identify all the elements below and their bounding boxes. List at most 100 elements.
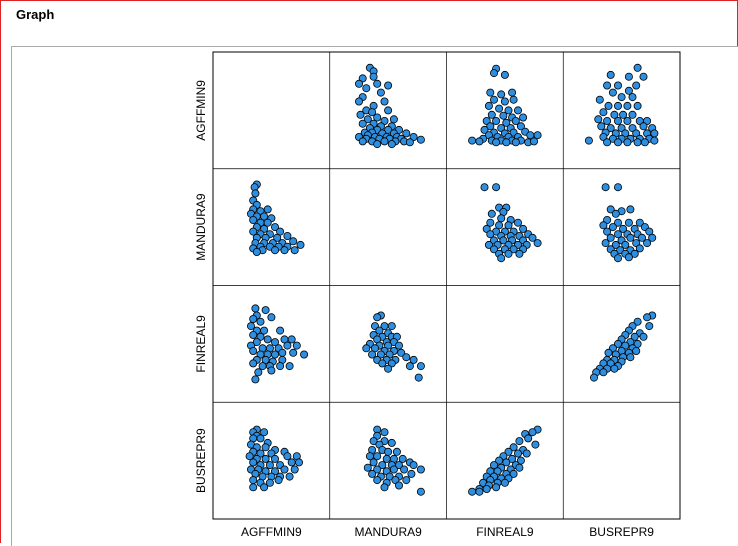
data-point bbox=[610, 364, 619, 373]
data-point bbox=[265, 461, 274, 470]
data-point bbox=[533, 239, 542, 248]
data-point bbox=[270, 223, 279, 232]
data-point bbox=[522, 449, 531, 458]
data-point bbox=[638, 233, 647, 242]
data-point bbox=[614, 230, 623, 239]
data-point bbox=[373, 465, 382, 474]
data-point bbox=[373, 476, 382, 485]
data-point bbox=[489, 461, 498, 470]
data-point bbox=[362, 344, 371, 353]
data-point bbox=[287, 458, 296, 467]
data-point bbox=[384, 81, 393, 90]
data-point bbox=[398, 454, 407, 463]
y-label-busrepr9: BUSREPR9 bbox=[194, 428, 208, 493]
data-point bbox=[394, 481, 403, 490]
data-point bbox=[633, 138, 642, 147]
data-point bbox=[285, 472, 294, 481]
data-point bbox=[504, 249, 513, 258]
data-point bbox=[604, 101, 613, 110]
data-point bbox=[594, 115, 603, 124]
data-point bbox=[384, 341, 393, 350]
x-label-agffmin9: AGFFMIN9 bbox=[241, 525, 302, 539]
cell-finreal9-vs-agffmin9 bbox=[246, 304, 309, 384]
data-point bbox=[270, 338, 279, 347]
data-point bbox=[354, 79, 363, 88]
data-point bbox=[528, 233, 537, 242]
data-point bbox=[378, 359, 387, 368]
data-point bbox=[624, 253, 633, 262]
window-title: Graph bbox=[16, 7, 55, 22]
data-point bbox=[368, 108, 377, 117]
data-point bbox=[489, 69, 498, 78]
data-point bbox=[624, 218, 633, 227]
cell-busrepr9-vs-mandura9 bbox=[363, 425, 425, 496]
data-point bbox=[502, 118, 511, 127]
data-point bbox=[603, 138, 612, 147]
data-point bbox=[499, 236, 508, 245]
data-point bbox=[280, 246, 289, 255]
data-point bbox=[492, 483, 501, 492]
data-point bbox=[626, 205, 635, 214]
data-point bbox=[394, 461, 403, 470]
data-point bbox=[509, 95, 518, 104]
data-point bbox=[599, 108, 608, 117]
data-point bbox=[358, 137, 367, 146]
data-point bbox=[640, 138, 649, 147]
data-point bbox=[475, 137, 484, 146]
data-point bbox=[628, 93, 637, 102]
data-point bbox=[633, 101, 642, 110]
data-point bbox=[283, 231, 292, 240]
data-point bbox=[597, 122, 606, 131]
cell-mandura9-vs-agffmin9 bbox=[246, 180, 305, 256]
data-point bbox=[273, 233, 282, 242]
data-point bbox=[486, 230, 495, 239]
data-point bbox=[531, 440, 540, 449]
data-point bbox=[300, 350, 309, 359]
data-point bbox=[249, 476, 258, 485]
data-point bbox=[369, 437, 378, 446]
data-point bbox=[500, 70, 509, 79]
data-point bbox=[595, 95, 604, 104]
data-point bbox=[482, 484, 491, 493]
data-point bbox=[530, 137, 539, 146]
data-point bbox=[614, 218, 623, 227]
data-point bbox=[289, 348, 298, 357]
cell-agffmin9-vs-mandura9 bbox=[354, 63, 425, 149]
data-point bbox=[635, 218, 644, 227]
data-point bbox=[260, 428, 269, 437]
data-point bbox=[249, 483, 258, 492]
y-label-agffmin9: AGFFMIN9 bbox=[194, 80, 208, 141]
data-point bbox=[405, 362, 414, 371]
data-point bbox=[497, 254, 506, 263]
data-point bbox=[290, 465, 299, 474]
data-point bbox=[356, 110, 365, 119]
data-point bbox=[617, 93, 626, 102]
data-point bbox=[354, 97, 363, 106]
data-point bbox=[486, 122, 495, 131]
data-point bbox=[495, 221, 504, 230]
y-label-finreal9: FINREAL9 bbox=[194, 315, 208, 373]
data-point bbox=[389, 115, 398, 124]
data-point bbox=[249, 215, 258, 224]
data-point bbox=[376, 88, 385, 97]
data-point bbox=[633, 317, 642, 326]
data-point bbox=[614, 81, 623, 90]
data-point bbox=[504, 221, 513, 230]
data-point bbox=[252, 247, 261, 256]
data-point bbox=[484, 240, 493, 249]
data-point bbox=[391, 476, 400, 485]
data-point bbox=[402, 129, 411, 138]
data-point bbox=[400, 465, 409, 474]
cell-mandura9-vs-busrepr9 bbox=[599, 183, 657, 263]
data-point bbox=[623, 101, 632, 110]
data-point bbox=[245, 452, 254, 461]
data-point bbox=[528, 428, 537, 437]
data-point bbox=[511, 138, 520, 147]
data-point bbox=[249, 227, 258, 236]
data-point bbox=[380, 483, 389, 492]
data-point bbox=[626, 353, 635, 362]
data-point bbox=[514, 218, 523, 227]
data-point bbox=[276, 326, 285, 335]
cell-agffmin9-vs-busrepr9 bbox=[584, 63, 659, 147]
data-point bbox=[487, 209, 496, 218]
